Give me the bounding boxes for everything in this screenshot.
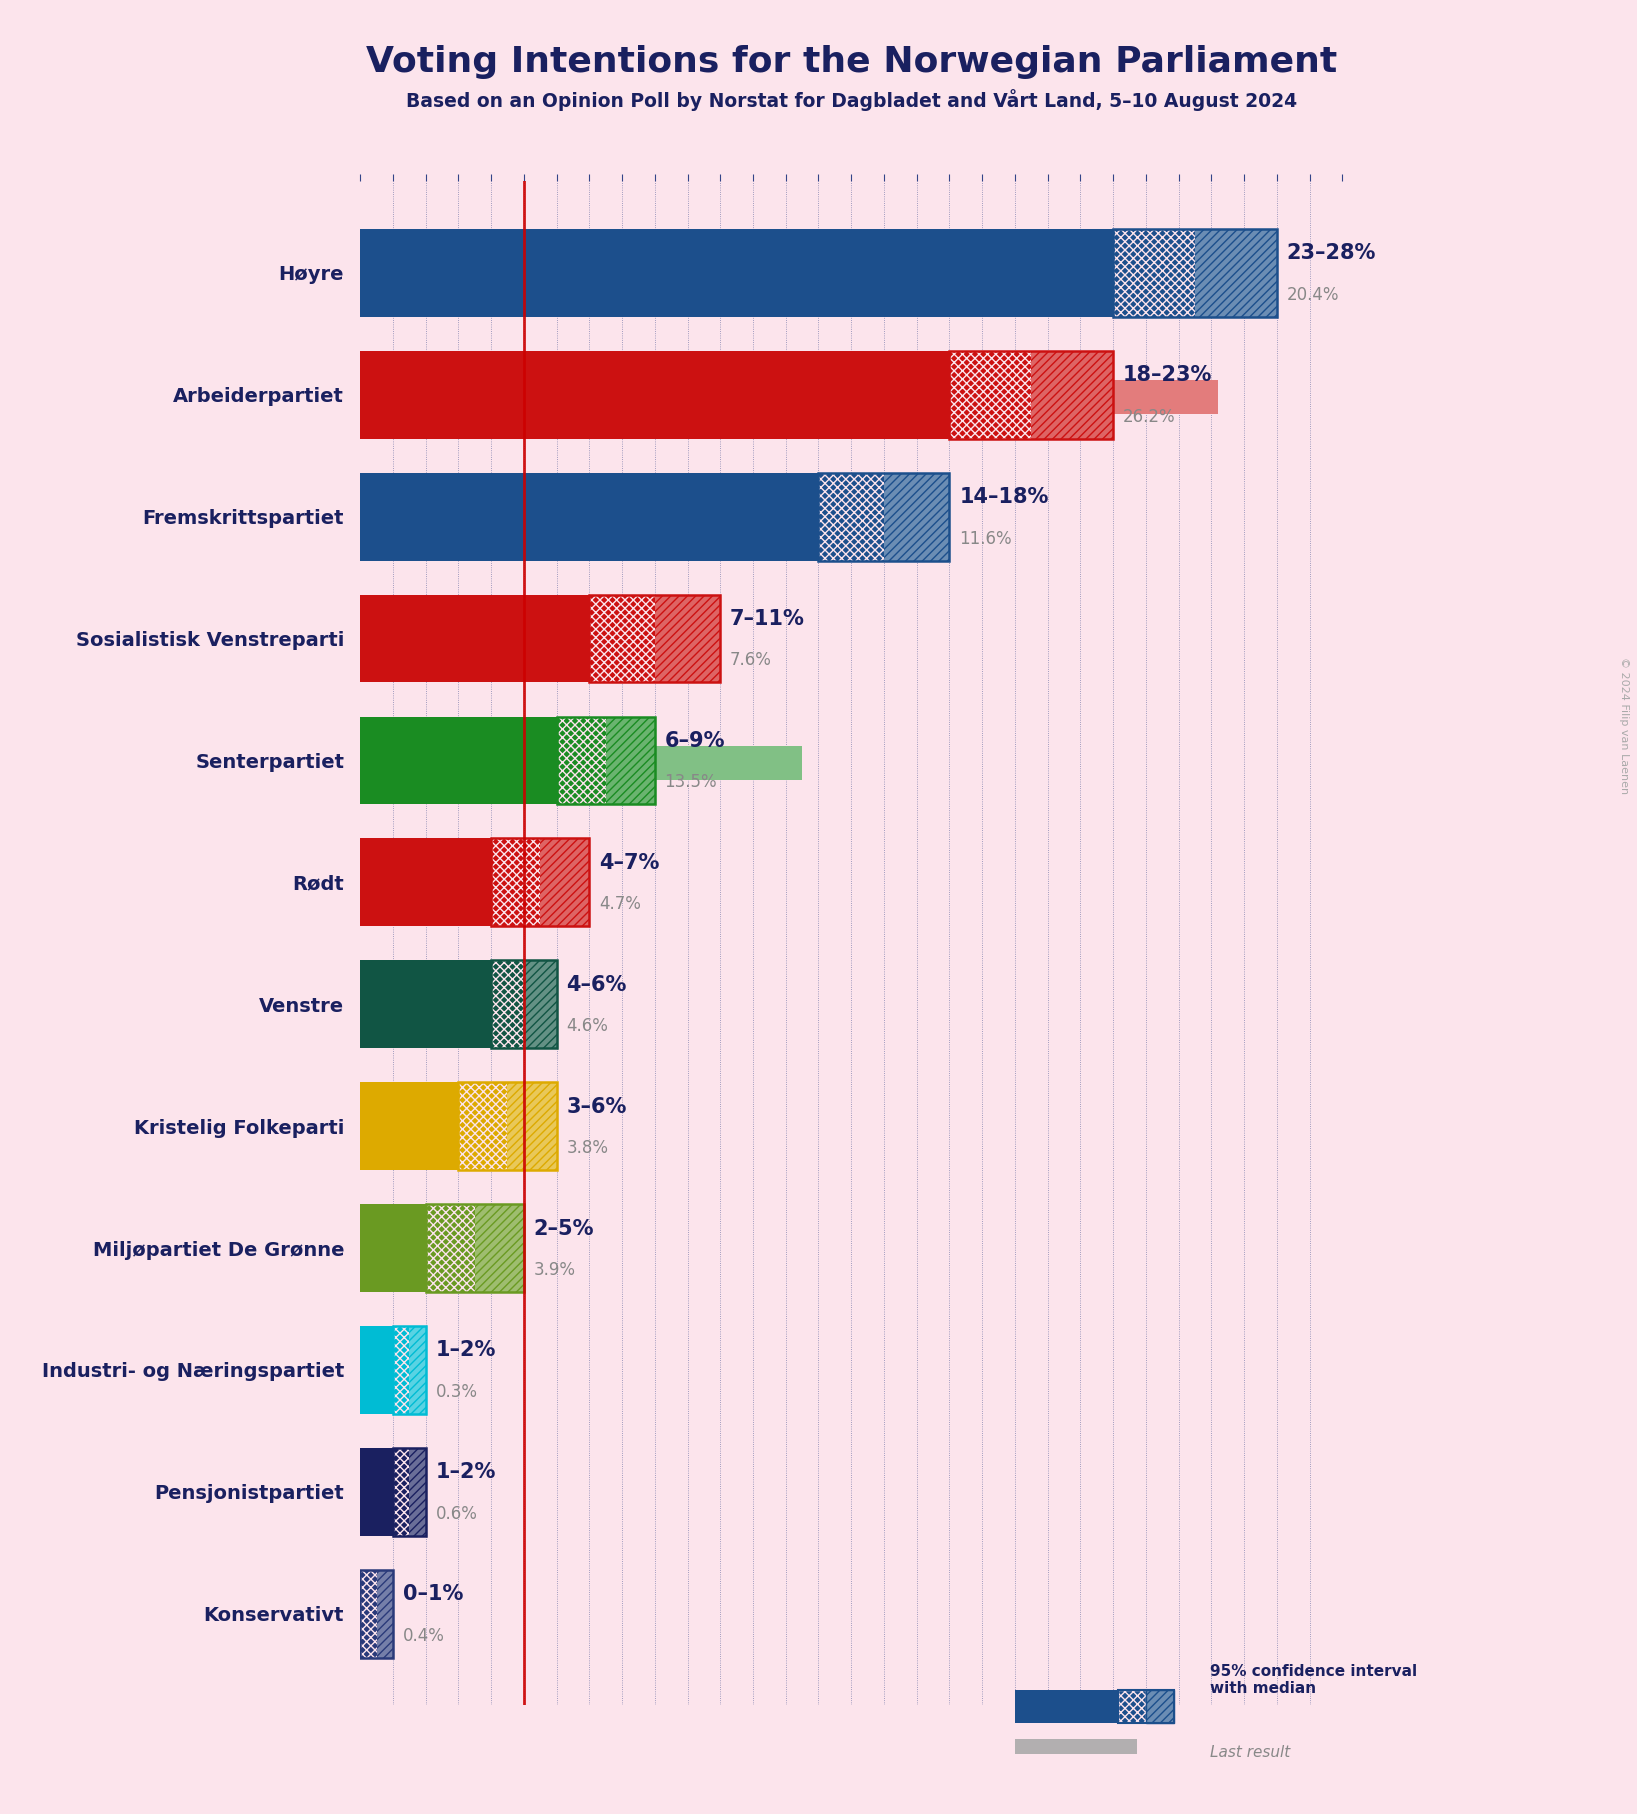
Bar [426, 1204, 524, 1292]
Bar [360, 867, 514, 902]
Text: 0–1%: 0–1% [403, 1584, 463, 1604]
Bar [360, 229, 1113, 317]
Text: 0.3%: 0.3% [435, 1382, 478, 1400]
Bar [360, 350, 949, 439]
Bar [458, 1083, 507, 1170]
Bar [949, 350, 1113, 439]
Bar [360, 624, 609, 658]
Bar [360, 1204, 426, 1292]
Bar [1015, 1740, 1136, 1754]
Bar [360, 1326, 393, 1413]
Text: 0.4%: 0.4% [403, 1627, 445, 1645]
Bar [393, 1326, 426, 1413]
Bar [360, 1569, 393, 1658]
Bar [1146, 1689, 1174, 1723]
Bar [360, 1083, 458, 1170]
Bar [393, 1448, 426, 1536]
Bar [524, 960, 557, 1048]
Bar [360, 746, 802, 780]
Text: 20.4%: 20.4% [1287, 287, 1339, 303]
Bar [360, 1600, 373, 1633]
Bar [589, 595, 655, 682]
Text: 13.5%: 13.5% [665, 773, 717, 791]
Bar [458, 1083, 557, 1170]
Text: 3–6%: 3–6% [566, 1097, 627, 1117]
Bar [1195, 229, 1277, 317]
Bar [1118, 1689, 1146, 1723]
Text: 7.6%: 7.6% [730, 651, 773, 669]
Bar [606, 717, 655, 804]
Text: Last result: Last result [1210, 1745, 1290, 1760]
Text: © 2024 Filip van Laenen: © 2024 Filip van Laenen [1619, 657, 1629, 795]
Bar [818, 473, 949, 561]
Bar [409, 1448, 426, 1536]
Bar [360, 258, 1028, 292]
Bar [360, 960, 491, 1048]
Bar [360, 1355, 370, 1390]
Text: 95% confidence interval
with median: 95% confidence interval with median [1210, 1663, 1418, 1696]
Bar [360, 1569, 377, 1658]
Bar [1113, 229, 1277, 317]
Text: 26.2%: 26.2% [1123, 408, 1175, 426]
Bar [491, 838, 540, 927]
Text: 3.9%: 3.9% [534, 1261, 576, 1279]
Bar [360, 1234, 488, 1268]
Text: Voting Intentions for the Norwegian Parliament: Voting Intentions for the Norwegian Parl… [365, 45, 1337, 80]
Bar [491, 960, 557, 1048]
Text: 7–11%: 7–11% [730, 610, 805, 629]
Bar [507, 1083, 557, 1170]
Text: 18–23%: 18–23% [1123, 365, 1213, 385]
Bar [475, 1204, 524, 1292]
Bar [1031, 350, 1113, 439]
Bar [360, 1477, 380, 1511]
Text: 23–28%: 23–28% [1287, 243, 1377, 263]
Text: 4–7%: 4–7% [599, 853, 660, 873]
Bar [818, 473, 884, 561]
Bar [540, 838, 589, 927]
Bar [884, 473, 949, 561]
Text: 4.7%: 4.7% [599, 896, 642, 912]
Text: 11.6%: 11.6% [959, 530, 1012, 548]
Text: 1–2%: 1–2% [435, 1341, 496, 1360]
Bar [491, 838, 589, 927]
Bar [393, 1448, 409, 1536]
Bar [1015, 1689, 1118, 1723]
Bar [426, 1204, 475, 1292]
Bar [949, 350, 1031, 439]
Bar [360, 502, 740, 537]
Bar [409, 1326, 426, 1413]
Bar [1118, 1689, 1174, 1723]
Text: 6–9%: 6–9% [665, 731, 725, 751]
Bar [360, 595, 589, 682]
Bar [557, 717, 655, 804]
Bar [360, 717, 557, 804]
Text: Based on an Opinion Poll by Norstat for Dagbladet and Vårt Land, 5–10 August 202: Based on an Opinion Poll by Norstat for … [406, 89, 1297, 111]
Bar [655, 595, 720, 682]
Bar [360, 473, 818, 561]
Text: 1–2%: 1–2% [435, 1462, 496, 1482]
Text: 14–18%: 14–18% [959, 488, 1049, 508]
Bar [360, 1112, 485, 1146]
Text: 0.6%: 0.6% [435, 1506, 478, 1522]
Bar [589, 595, 720, 682]
Bar [360, 838, 491, 927]
Bar [360, 990, 511, 1023]
Bar [557, 717, 606, 804]
Bar [360, 381, 1218, 414]
Bar [360, 1448, 393, 1536]
Text: 4.6%: 4.6% [566, 1018, 609, 1036]
Text: 2–5%: 2–5% [534, 1219, 594, 1239]
Bar [1113, 229, 1195, 317]
Bar [393, 1326, 409, 1413]
Text: 4–6%: 4–6% [566, 974, 627, 994]
Bar [491, 960, 524, 1048]
Bar [377, 1569, 393, 1658]
Text: 3.8%: 3.8% [566, 1139, 609, 1157]
